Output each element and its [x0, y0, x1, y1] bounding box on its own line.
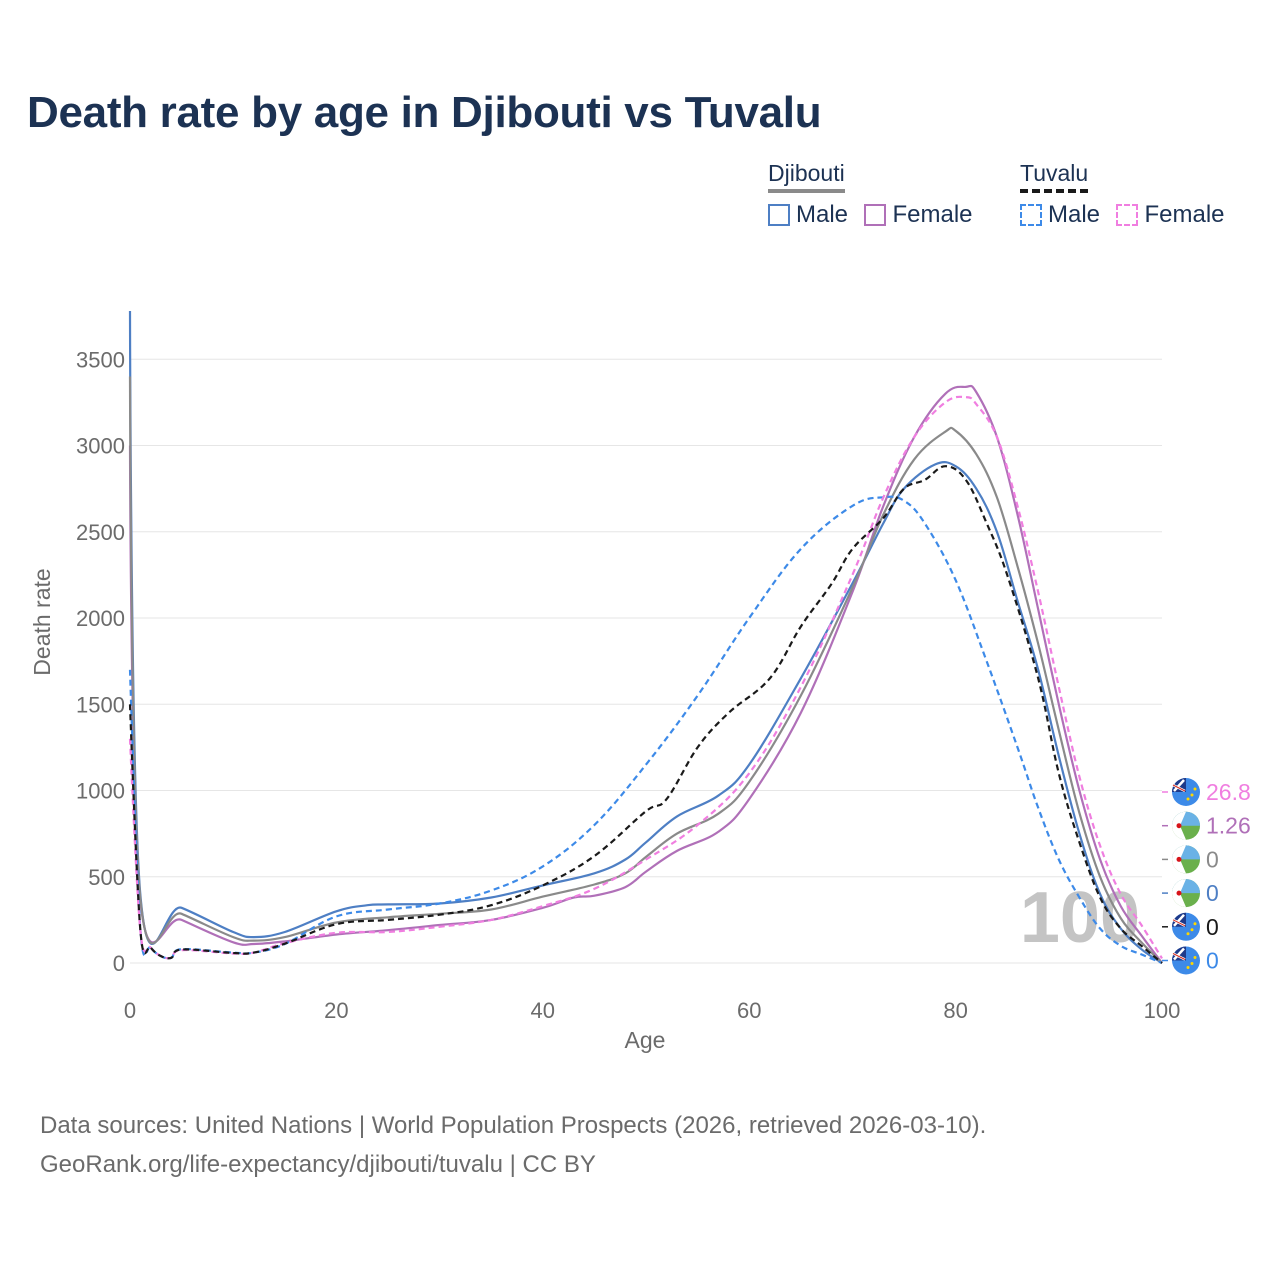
- legend-djibouti-female[interactable]: Female: [864, 201, 973, 229]
- series-line-djibouti[interactable]: [128, 376, 1163, 964]
- y-tick-label: 500: [88, 865, 125, 890]
- legend-djibouti-male[interactable]: Male: [768, 201, 848, 229]
- x-axis-label: Age: [625, 1027, 666, 1053]
- legend-swatch: [1116, 204, 1139, 226]
- legend-group-tuvalu[interactable]: Tuvalu Male Female: [1020, 160, 1237, 229]
- legend-label: Male: [796, 201, 849, 228]
- y-tick-label: 2000: [76, 606, 125, 631]
- end-label-value: 1.26: [1206, 813, 1251, 839]
- y-tick-label: 0: [113, 951, 125, 976]
- y-tick-label: 1000: [76, 779, 125, 804]
- end-label-value: 0: [1206, 846, 1219, 872]
- legend-tuvalu-heading: Tuvalu: [1020, 160, 1089, 193]
- flag-tuvalu-icon: [1172, 946, 1200, 975]
- flag-tuvalu-icon: [1172, 778, 1200, 806]
- y-tick-label: 1500: [76, 692, 125, 717]
- flag-djibouti-icon: [1172, 845, 1200, 874]
- end-label-value: 26.8: [1206, 779, 1251, 805]
- end-label-value: 0: [1206, 948, 1219, 974]
- footer: Data sources: United Nations | World Pop…: [40, 1106, 986, 1184]
- end-label-value: 0: [1206, 914, 1219, 940]
- y-axis-label: Death rate: [29, 568, 55, 675]
- legend-label: Female: [892, 201, 973, 228]
- legend-tuvalu-female[interactable]: Female: [1116, 201, 1225, 229]
- legend-tuvalu-male[interactable]: Male: [1020, 201, 1100, 229]
- footer-credit[interactable]: GeoRank.org/life-expectancy/djibouti/tuv…: [40, 1151, 596, 1178]
- series-lines: [128, 310, 1163, 965]
- x-tick-label: 20: [324, 998, 348, 1023]
- x-tick-label: 100: [1144, 998, 1181, 1023]
- legend: Djibouti Male Female Tuvalu Male Female: [760, 160, 1260, 250]
- end-labels: 26.8 1.26 0 0 0 0: [1162, 778, 1251, 975]
- legend-swatch: [1020, 204, 1042, 226]
- series-line-djibouti-male[interactable]: [128, 310, 1163, 964]
- legend-swatch: [864, 204, 887, 226]
- flag-tuvalu-icon: [1172, 912, 1200, 941]
- y-axis-ticks: 0 500 1000 1500 2000 2500 3000 3500: [76, 347, 125, 976]
- footer-sources: Data sources: United Nations | World Pop…: [40, 1112, 987, 1139]
- x-tick-label: 80: [943, 998, 967, 1023]
- age-watermark: 100: [1020, 878, 1140, 958]
- y-tick-label: 3000: [76, 434, 125, 459]
- legend-djibouti-heading: Djibouti: [768, 160, 845, 193]
- x-tick-label: 0: [124, 998, 136, 1023]
- legend-label: Male: [1048, 201, 1101, 228]
- chart-title: Death rate by age in Djibouti vs Tuvalu: [27, 88, 822, 137]
- series-line-tuvalu-male[interactable]: [128, 495, 1163, 965]
- y-tick-label: 2500: [76, 520, 125, 545]
- x-tick-label: 40: [531, 998, 555, 1023]
- legend-swatch: [768, 204, 790, 226]
- series-line-tuvalu-female[interactable]: [128, 395, 1163, 960]
- end-label-value: 0: [1206, 880, 1219, 906]
- flag-djibouti-icon: [1172, 879, 1200, 908]
- series-line-tuvalu[interactable]: [128, 465, 1163, 964]
- x-axis-ticks: 0 20 40 60 80 100: [124, 998, 1180, 1023]
- x-tick-label: 60: [737, 998, 761, 1023]
- flag-djibouti-icon: [1172, 811, 1200, 840]
- legend-group-djibouti[interactable]: Djibouti Male Female: [768, 160, 985, 229]
- gridlines: [130, 358, 1162, 964]
- series-line-djibouti-female[interactable]: [128, 384, 1163, 964]
- y-tick-label: 3500: [76, 347, 125, 372]
- legend-label: Female: [1144, 201, 1225, 228]
